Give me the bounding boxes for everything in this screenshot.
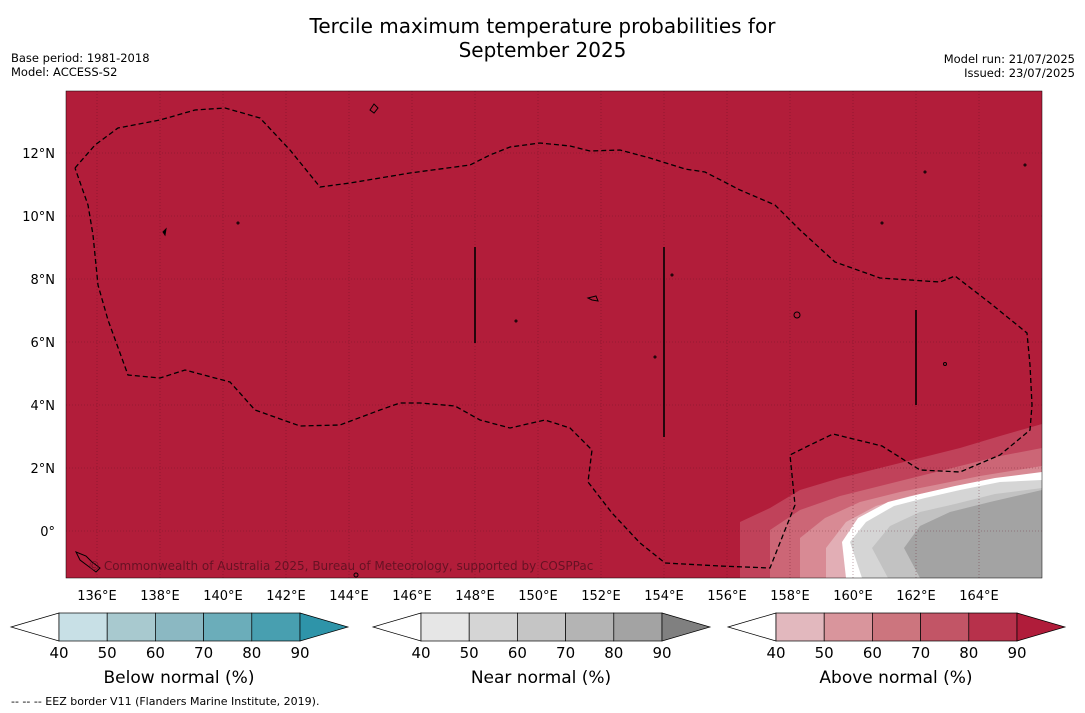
colorbar-tick: 70 <box>194 644 213 662</box>
colorbar-tick: 40 <box>411 644 430 662</box>
colorbar-extend-high <box>661 612 712 642</box>
colorbar-extend-low <box>9 612 60 642</box>
lon-label: 158°E <box>770 589 810 604</box>
colorbar-tick: 50 <box>815 644 834 662</box>
colorbar-above: 40 50 60 70 80 90 <box>726 612 1067 662</box>
lat-label: 4°N <box>31 399 56 414</box>
lon-label: 156°E <box>707 589 747 604</box>
copyright-text: © Commonwealth of Australia 2025, Bureau… <box>88 559 593 573</box>
lon-label: 152°E <box>581 589 621 604</box>
colorbar-extend-low <box>371 612 422 642</box>
colorbar-tick: 90 <box>652 644 671 662</box>
map-plot-area <box>66 91 1042 578</box>
lat-label: 6°N <box>31 336 56 351</box>
gridlines <box>66 91 1042 578</box>
colorbar-segment <box>968 612 1018 642</box>
colorbar-tick: 80 <box>959 644 978 662</box>
colorbar-tick: 70 <box>911 644 930 662</box>
colorbar-below: 40 50 60 70 80 90 <box>9 612 350 662</box>
colorbar-tick: 80 <box>242 644 261 662</box>
colorbar-segment <box>251 612 301 642</box>
colorbar-segment <box>468 612 518 642</box>
colorbar-segment <box>565 612 615 642</box>
colorbar-extend-high <box>1016 612 1067 642</box>
lon-label: 140°E <box>203 589 243 604</box>
colorbar-near: 40 50 60 70 80 90 <box>371 612 712 662</box>
colorbar-segment <box>775 612 825 642</box>
near-normal-70-contour <box>904 490 1042 578</box>
colorbar-extend-low <box>726 612 777 642</box>
colorbar-segment <box>58 612 108 642</box>
colorbar-tick: 40 <box>766 644 785 662</box>
colorbars: 40 50 60 70 80 90 40 50 60 70 80 90 40 50 60 70 80 90 <box>9 612 1067 662</box>
lat-label: 12°N <box>22 147 55 162</box>
colorbar-tick: 50 <box>98 644 117 662</box>
colorbar-segment <box>920 612 970 642</box>
colorbar-segment <box>420 612 470 642</box>
map-frame <box>65 90 1043 579</box>
title-line-1: Tercile maximum temperature probabilitie… <box>309 14 776 38</box>
model-run-date: Model run: 21/07/2025 <box>943 52 1075 66</box>
colorbar-segment <box>106 612 156 642</box>
longitude-labels: 136°E 138°E 140°E 142°E 144°E 146°E 148°E 150°E… <box>77 589 999 604</box>
colorbar-title-near: Near normal (%) <box>470 668 612 688</box>
islands <box>74 103 1027 578</box>
colorbar-tick: 80 <box>604 644 623 662</box>
lon-label: 146°E <box>392 589 432 604</box>
colorbar-segment <box>517 612 566 642</box>
colorbar-tick: 70 <box>556 644 575 662</box>
meta-right: Model run: 21/07/2025 Issued: 23/07/2025 <box>944 52 1075 80</box>
issued-date: Issued: 23/07/2025 <box>964 66 1075 80</box>
colorbar-tick: 60 <box>146 644 165 662</box>
meta-left: Base period: 1981-2018 Model: ACCESS-S2 <box>11 51 150 79</box>
colorbar-segment <box>872 612 921 642</box>
eez-footnote: -- -- -- EEZ border V11 (Flanders Marine… <box>11 695 320 708</box>
colorbar-tick: 90 <box>1007 644 1026 662</box>
lon-label: 150°E <box>518 589 558 604</box>
title-line-2: September 2025 <box>458 38 627 62</box>
lat-label: 8°N <box>31 273 56 288</box>
colorbar-segment <box>823 612 873 642</box>
colorbar-tick: 40 <box>49 644 68 662</box>
lon-label: 138°E <box>140 589 180 604</box>
colorbar-tick: 60 <box>508 644 527 662</box>
lat-label: 10°N <box>22 210 55 225</box>
colorbar-tick: 50 <box>460 644 479 662</box>
lon-label: 162°E <box>896 589 936 604</box>
latitude-labels: 12°N 10°N 8°N 6°N 4°N 2°N 0° <box>22 147 55 540</box>
lon-label: 142°E <box>266 589 306 604</box>
lon-label: 148°E <box>455 589 495 604</box>
colorbar-tick: 60 <box>863 644 882 662</box>
colorbar-title-below: Below normal (%) <box>103 668 255 688</box>
model-name: Model: ACCESS-S2 <box>11 65 118 79</box>
chart-title: Tercile maximum temperature probabilitie… <box>0 14 1085 62</box>
colorbar-segment <box>203 612 253 642</box>
colorbar-title-above: Above normal (%) <box>819 668 973 688</box>
base-period: Base period: 1981-2018 <box>11 51 150 65</box>
colorbar-tick: 90 <box>290 644 309 662</box>
colorbar-segment <box>613 612 663 642</box>
lon-label: 144°E <box>329 589 369 604</box>
lon-label: 136°E <box>77 589 117 604</box>
lon-label: 164°E <box>959 589 999 604</box>
lon-label: 154°E <box>644 589 684 604</box>
lat-label: 0° <box>40 525 55 540</box>
lon-label: 160°E <box>833 589 873 604</box>
colorbar-segment <box>155 612 204 642</box>
lat-label: 2°N <box>31 462 56 477</box>
colorbar-extend-high <box>299 612 350 642</box>
